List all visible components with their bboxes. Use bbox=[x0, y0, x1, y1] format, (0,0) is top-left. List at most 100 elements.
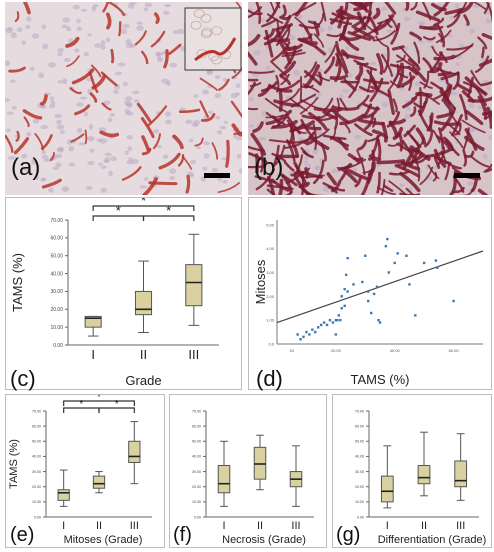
x-axis-label: Differentiation (Grade) bbox=[378, 534, 487, 546]
nucleus bbox=[418, 41, 425, 44]
y-tick-label: 4,00 bbox=[266, 246, 275, 251]
nucleus bbox=[137, 21, 143, 24]
y-tick-label: 0.00 bbox=[34, 515, 41, 519]
category-label: II bbox=[257, 520, 263, 532]
nucleus bbox=[237, 154, 242, 159]
nucleus bbox=[87, 33, 91, 36]
box-iqr bbox=[418, 466, 430, 484]
nucleus bbox=[12, 106, 17, 110]
nucleus bbox=[104, 157, 110, 162]
nucleus bbox=[100, 45, 105, 49]
nucleus bbox=[318, 93, 322, 96]
significance-star: * bbox=[166, 203, 171, 218]
x-axis-label: Necrosis (Grade) bbox=[222, 534, 306, 546]
scatter-point bbox=[352, 283, 354, 285]
nucleus bbox=[58, 80, 63, 83]
category-label: III bbox=[130, 520, 139, 532]
nucleus bbox=[30, 67, 35, 71]
y-tick-label: 60.00 bbox=[355, 424, 364, 428]
y-tick-label: 30.00 bbox=[50, 289, 63, 295]
nucleus bbox=[145, 3, 153, 8]
stained-macrophage bbox=[119, 22, 120, 35]
nucleus bbox=[62, 17, 70, 22]
scatter-point bbox=[367, 300, 369, 302]
nucleus bbox=[7, 112, 14, 115]
y-tick-label: 40.00 bbox=[192, 455, 201, 459]
micrograph-a: (a) bbox=[5, 2, 242, 195]
nucleus bbox=[219, 126, 226, 129]
scatter-point bbox=[364, 255, 366, 257]
micrograph-a-image bbox=[5, 2, 242, 195]
scatter-point bbox=[305, 331, 307, 333]
nucleus bbox=[87, 136, 95, 141]
nucleus bbox=[328, 25, 333, 31]
nucleus bbox=[76, 102, 83, 106]
nucleus bbox=[86, 186, 93, 190]
nucleus bbox=[10, 80, 16, 83]
y-axis-label: Mitoses bbox=[253, 259, 268, 304]
box-iqr bbox=[381, 476, 393, 502]
scatter-point bbox=[361, 281, 363, 283]
scatter-point bbox=[435, 259, 437, 261]
stained-macrophage bbox=[306, 128, 320, 129]
nucleus bbox=[87, 161, 94, 165]
panel-letter-a: (a) bbox=[11, 154, 40, 182]
nucleus bbox=[185, 120, 193, 124]
nucleus bbox=[455, 3, 459, 8]
scatter-point bbox=[329, 319, 331, 321]
nucleus bbox=[81, 9, 87, 12]
stained-macrophage bbox=[420, 88, 421, 112]
scatter-point bbox=[394, 262, 396, 264]
nucleus bbox=[132, 90, 140, 94]
scatter-point bbox=[367, 290, 369, 292]
stained-macrophage bbox=[248, 80, 257, 81]
y-tick-label: 10.00 bbox=[355, 500, 364, 504]
nucleus bbox=[55, 154, 62, 158]
stained-macrophage bbox=[482, 48, 483, 57]
nucleus bbox=[248, 97, 254, 102]
nucleus bbox=[17, 27, 23, 32]
nucleus bbox=[78, 142, 85, 145]
scatter-point bbox=[408, 283, 410, 285]
nucleus bbox=[25, 25, 30, 29]
scatter-point bbox=[308, 333, 310, 335]
nucleus bbox=[48, 62, 56, 68]
nucleus bbox=[94, 43, 101, 48]
scatter-point bbox=[326, 324, 328, 326]
nucleus bbox=[6, 129, 11, 133]
stained-macrophage bbox=[227, 141, 229, 166]
nucleus bbox=[42, 150, 46, 155]
nucleus bbox=[404, 17, 411, 22]
scatter-point bbox=[376, 286, 378, 288]
y-tick-label: 40.00 bbox=[32, 455, 41, 459]
nucleus bbox=[42, 44, 48, 50]
y-tick-label: 20.00 bbox=[32, 485, 41, 489]
scatter-point bbox=[345, 274, 347, 276]
nucleus bbox=[62, 78, 67, 84]
significance-star: * bbox=[79, 399, 83, 410]
nucleus bbox=[89, 149, 94, 153]
category-label: I bbox=[62, 520, 65, 532]
nucleus bbox=[386, 30, 392, 33]
nucleus bbox=[57, 125, 65, 130]
y-tick-label: 40.00 bbox=[355, 455, 364, 459]
category-label: III bbox=[291, 520, 300, 532]
nucleus bbox=[56, 120, 62, 125]
nucleus bbox=[127, 104, 132, 108]
nucleus bbox=[231, 93, 238, 98]
stained-macrophage bbox=[306, 169, 308, 177]
nucleus bbox=[48, 187, 53, 192]
y-tick-label: 70.00 bbox=[50, 218, 63, 224]
chart-f: 0.0010.0020.0030.0040.0050.0060.0070.00I… bbox=[170, 395, 326, 547]
nucleus bbox=[253, 50, 260, 55]
scatter-point bbox=[335, 333, 337, 335]
nucleus bbox=[483, 154, 488, 159]
nucleus bbox=[96, 138, 102, 142]
nucleus bbox=[69, 163, 76, 167]
box-iqr bbox=[135, 291, 151, 314]
regression-line bbox=[277, 251, 483, 323]
panel-letter-d: (d) bbox=[256, 366, 283, 392]
panel-letter-c: (c) bbox=[10, 366, 36, 392]
nucleus bbox=[126, 111, 133, 115]
